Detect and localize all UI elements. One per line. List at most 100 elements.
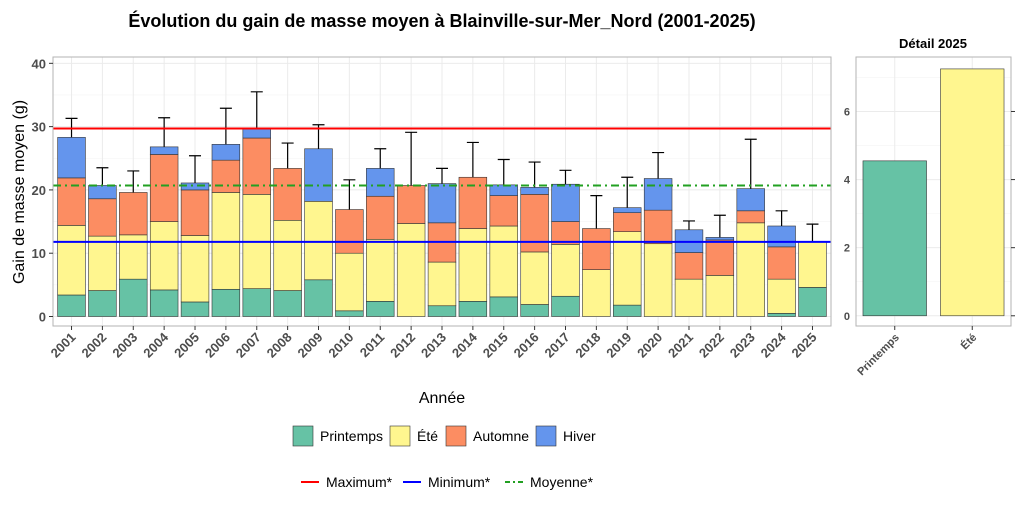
x-tick-label: 2018 <box>572 330 603 361</box>
y-tick-label: 20 <box>32 183 46 198</box>
legend-swatch-automne <box>445 425 467 447</box>
bar-2023-été <box>736 222 765 317</box>
detail-y-tick-label: 0 <box>844 311 850 323</box>
bar-2012-été <box>396 223 426 317</box>
bar-2004-printemps <box>149 289 179 317</box>
bar-2007-printemps <box>242 288 271 317</box>
x-tick-label: 2012 <box>387 330 418 361</box>
error-bar-2013 <box>436 167 448 184</box>
bar-2008-été <box>273 219 302 291</box>
bar-2025-été <box>798 241 827 288</box>
x-tick-label: 2016 <box>511 330 542 361</box>
legend-line-label-minimum: Minimum* <box>428 474 491 490</box>
bar-2009-été <box>304 201 333 281</box>
detail-y-ticks: 0 2 4 6 <box>844 106 1015 323</box>
bar-2016-printemps <box>520 304 549 317</box>
error-bar-2017 <box>559 169 572 185</box>
bar-2019-automne <box>613 212 642 232</box>
bar-2011-printemps <box>366 301 395 317</box>
bar-2024-été <box>767 278 796 314</box>
error-bar-2022 <box>713 214 726 238</box>
detail-bars <box>862 68 1005 317</box>
reference-lines <box>53 127 831 243</box>
error-bar-2003 <box>127 170 140 193</box>
bar-2011-automne <box>366 195 395 240</box>
bar-2013-hiver <box>427 183 457 224</box>
y-tick-label: 30 <box>32 120 46 135</box>
error-bar-2012 <box>405 131 418 186</box>
bar-2007-hiver <box>242 128 271 139</box>
y-tick-label: 40 <box>32 56 46 71</box>
bar-2024-automne <box>767 246 796 280</box>
x-tick-label: 2003 <box>109 330 140 361</box>
bar-2013-printemps <box>427 305 457 317</box>
error-bar-2011 <box>374 148 387 169</box>
bar-2019-printemps <box>613 304 642 317</box>
error-bar-2021 <box>682 220 695 230</box>
x-tick-label: 2011 <box>357 330 388 361</box>
bar-2023-hiver <box>736 188 765 212</box>
legend-swatch-hiver <box>535 425 557 447</box>
error-bar-2004 <box>158 117 171 147</box>
bar-2010-été <box>335 252 364 312</box>
main-x-ticks: 2001 2002 2003 2004 2005 2006 2007 2008 2009 2010… <box>48 326 820 361</box>
bar-2022-hiver <box>705 237 735 241</box>
bar-2016-été <box>520 251 549 305</box>
x-tick-label: 2022 <box>696 330 727 361</box>
bar-2019-hiver <box>613 207 642 214</box>
bar-2004-automne <box>149 154 179 222</box>
bar-2016-automne <box>520 194 549 253</box>
bar-2002-hiver <box>88 185 117 200</box>
y-axis-title: Gain de masse moyen (g) <box>11 100 28 284</box>
error-bar-2010 <box>343 179 356 210</box>
bar-2006-hiver <box>211 144 241 161</box>
bar-2015-printemps <box>489 296 518 317</box>
legend-line-label-maximum: Maximum* <box>326 474 393 490</box>
bar-2010-printemps <box>335 310 364 317</box>
bar-2003-automne <box>119 192 148 236</box>
y-tick-label: 10 <box>32 246 46 261</box>
error-bar-2014 <box>466 141 479 178</box>
bar-2023-automne <box>736 210 765 224</box>
bar-2001-hiver <box>57 137 86 179</box>
legend-line-label-moyenne: Moyenne* <box>530 474 594 490</box>
detail-title: Détail 2025 <box>899 36 967 51</box>
bar-2011-été <box>366 238 395 302</box>
season-legend: Printemps Été Automne Hiver <box>292 425 596 447</box>
error-bar-2016 <box>528 161 541 188</box>
bar-2018-automne <box>582 228 611 270</box>
bar-2001-été <box>57 225 86 296</box>
bar-2017-hiver <box>551 183 580 222</box>
x-tick-label: 2024 <box>758 329 790 361</box>
error-bar-2018 <box>590 195 603 229</box>
detail-y-tick-label: 6 <box>844 106 850 118</box>
bar-2005-printemps <box>180 301 210 317</box>
x-tick-label: 2001 <box>48 330 79 361</box>
detail-y-tick-label: 4 <box>844 175 851 187</box>
bar-2008-printemps <box>273 290 302 317</box>
error-bar-2020 <box>652 151 665 179</box>
x-tick-label: 2015 <box>480 330 511 361</box>
x-tick-label: 2021 <box>665 330 696 361</box>
bar-2002-printemps <box>88 290 117 317</box>
bar-2004-hiver <box>149 146 179 155</box>
x-tick-label: 2010 <box>325 330 356 361</box>
error-bar-2024 <box>775 210 788 226</box>
x-tick-label: 2020 <box>634 330 665 361</box>
bar-2019-été <box>613 231 642 306</box>
bar-2014-printemps <box>458 301 488 317</box>
bar-2006-printemps <box>211 288 241 317</box>
detail-x-tick-label: Printemps <box>855 332 902 379</box>
bar-2025-printemps <box>798 287 827 317</box>
bar-2016-hiver <box>520 187 549 195</box>
x-tick-label: 2006 <box>202 330 233 361</box>
bar-2021-automne <box>674 252 704 280</box>
bar-2024-printemps <box>767 313 796 317</box>
bar-2020-été <box>643 243 673 317</box>
error-bar-2002 <box>96 167 109 186</box>
bar-2002-été <box>88 235 117 291</box>
legend-swatch-printemps <box>292 425 314 447</box>
bar-2004-été <box>149 221 179 291</box>
error-bar-2006 <box>219 107 232 145</box>
bar-2005-automne <box>180 189 210 236</box>
